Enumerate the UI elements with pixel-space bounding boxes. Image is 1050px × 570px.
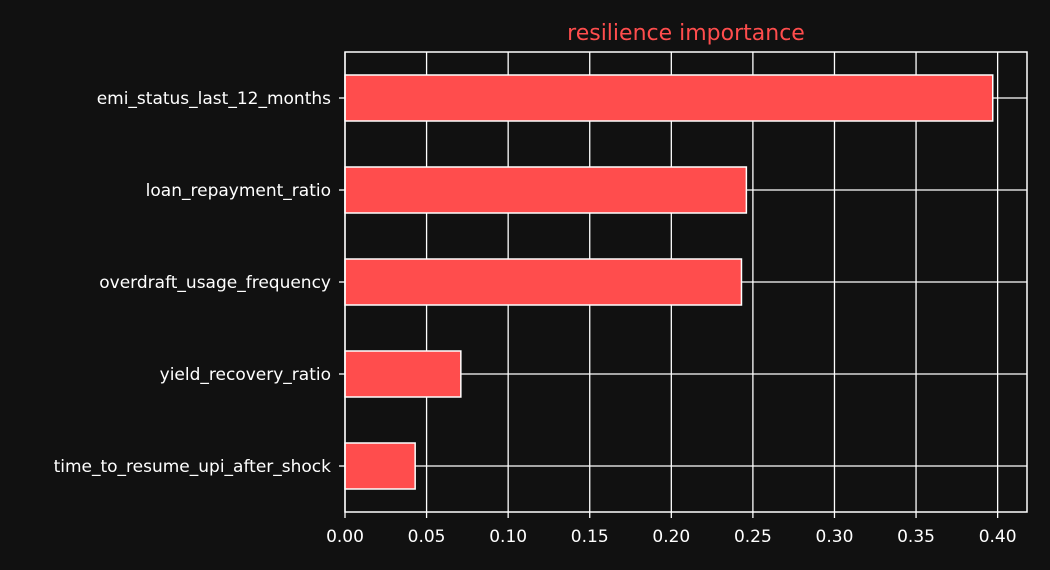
x-tick-label: 0.35 (897, 527, 935, 547)
x-tick-label: 0.25 (734, 527, 772, 547)
bar-time-to-resume-upi-after-shock (344, 442, 416, 490)
y-axis-ticks: emi_status_last_12_months loan_repayment_… (54, 89, 345, 477)
bar-overdraft-usage-frequency (344, 258, 743, 306)
bar-loan-repayment-ratio (344, 166, 748, 214)
x-tick-label: 0.10 (489, 527, 527, 547)
x-tick-label: 0.15 (571, 527, 609, 547)
y-tick-label: yield_recovery_ratio (160, 365, 331, 385)
y-tick-label: loan_repayment_ratio (146, 181, 331, 201)
x-axis-ticks: 0.00 0.05 0.10 0.15 0.20 0.25 0.30 0.35 0.40 (326, 512, 1017, 547)
bar-emi-status-last-12-months (344, 74, 994, 122)
x-tick-label: 0.40 (979, 527, 1017, 547)
y-tick-label: emi_status_last_12_months (97, 89, 331, 109)
y-tick-label: time_to_resume_upi_after_shock (54, 457, 332, 477)
y-tick-label: overdraft_usage_frequency (99, 273, 331, 293)
x-tick-label: 0.00 (326, 527, 364, 547)
bar-yield-recovery-ratio (344, 350, 462, 398)
x-tick-label: 0.05 (408, 527, 446, 547)
bars-layer (344, 74, 994, 490)
chart-title: resilience importance (567, 21, 805, 46)
x-tick-label: 0.30 (816, 527, 854, 547)
x-tick-label: 0.20 (652, 527, 690, 547)
